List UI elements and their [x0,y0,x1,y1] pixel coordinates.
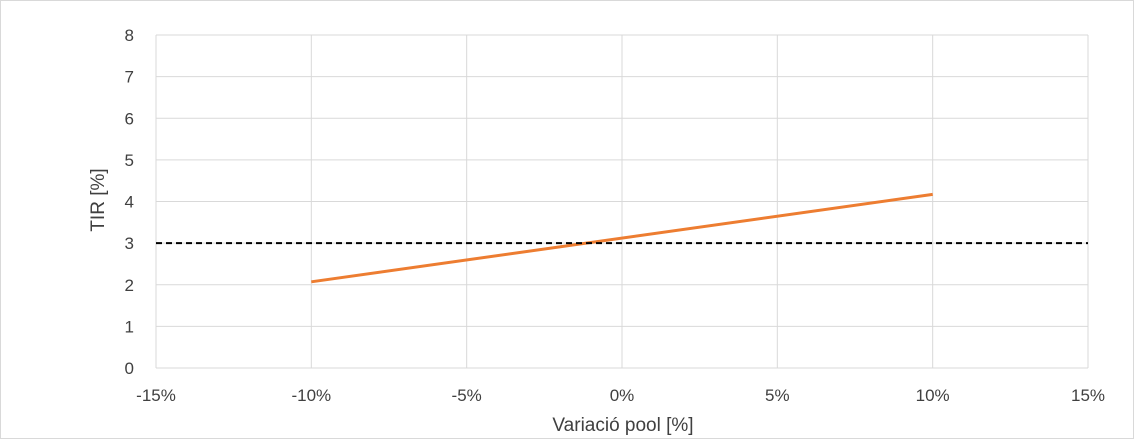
y-axis-title: TIR [%] [88,168,109,231]
y-tick-label: 1 [125,317,134,336]
x-tick-label: 15% [1071,386,1105,405]
y-tick-label: 4 [125,193,134,212]
y-tick-label: 5 [125,151,134,170]
x-tick-label: 10% [916,386,950,405]
series-layer [156,192,1088,284]
x-tick-label: 5% [765,386,790,405]
y-tick-label: 0 [125,359,134,378]
y-tick-label: 2 [125,276,134,295]
series-line [311,192,933,284]
x-tick-label: -10% [291,386,331,405]
x-tick-label: -15% [136,386,176,405]
grid-layer [155,34,1089,369]
tick-label-layer: 0 1 2 3 4 5 6 7 8 -15% -10% -5% 0% 5% 10% 15% [125,26,1105,405]
y-tick-label: 7 [125,68,134,87]
x-axis-title: Variació pool [%] [552,415,693,436]
x-tick-label: 0% [610,386,635,405]
y-tick-label: 6 [125,109,134,128]
y-tick-label: 3 [125,234,134,253]
y-tick-label: 8 [125,26,134,45]
x-tick-label: -5% [452,386,482,405]
